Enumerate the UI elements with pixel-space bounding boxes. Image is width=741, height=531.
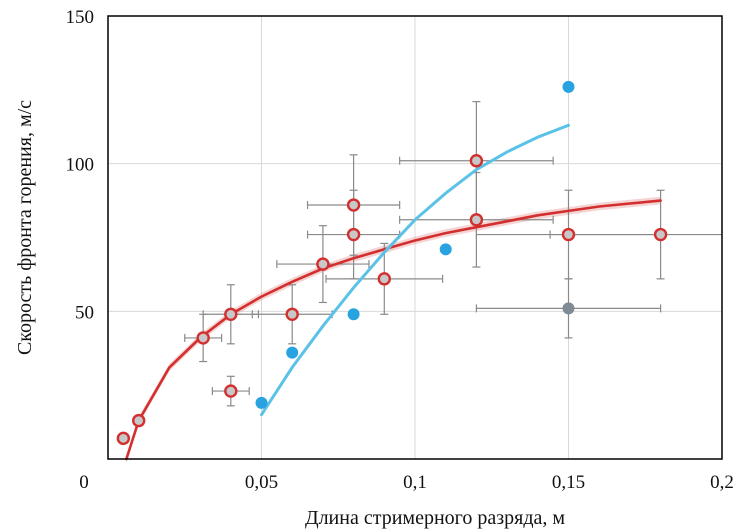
error-bars-layer [184, 101, 722, 407]
x-tick-label: 0 [79, 472, 89, 493]
fit-band-layer [126, 196, 661, 463]
red-data-point [131, 413, 146, 428]
x-tick-labels: 0 0,05 0,1 0,15 0,2 [79, 472, 734, 493]
red-data-point [346, 227, 361, 242]
red-data-point [196, 331, 210, 345]
y-tick-label: 50 [75, 302, 94, 323]
red-data-point [469, 213, 484, 227]
red-fit-band [126, 196, 661, 463]
x-axis-title: Длина стримерного разряда, м [305, 507, 565, 529]
x-tick-label: 0,15 [552, 472, 585, 493]
x-tick-label: 0,05 [245, 472, 278, 493]
gray-data-point [562, 302, 575, 315]
red-data-point [224, 384, 238, 398]
data-points-layer [116, 80, 668, 446]
plot-frame [107, 15, 723, 460]
y-tick-labels: 50 100 150 [66, 7, 95, 323]
red-data-point [224, 307, 238, 321]
blue-data-point [286, 346, 299, 359]
y-tick-label: 100 [66, 155, 95, 176]
blue-data-point [347, 308, 360, 321]
red-data-point [285, 307, 299, 321]
red-data-point [346, 198, 361, 212]
y-axis-title: Скорость фронта горения, м/с [14, 100, 36, 355]
red-data-point [316, 257, 330, 271]
x-tick-label: 0,1 [403, 472, 427, 493]
red-data-point [116, 431, 131, 446]
red-data-point [469, 154, 484, 168]
blue-data-point [562, 80, 575, 93]
red-data-point [377, 272, 391, 286]
blue-fit-curve [260, 123, 570, 417]
y-tick-label: 150 [66, 7, 95, 28]
red-data-point [561, 227, 576, 242]
blue-data-point [255, 396, 268, 409]
x-tick-label: 0,2 [710, 472, 734, 493]
fit-curves-layer [125, 123, 662, 461]
blue-data-point [439, 243, 452, 256]
red-data-point [653, 227, 668, 242]
